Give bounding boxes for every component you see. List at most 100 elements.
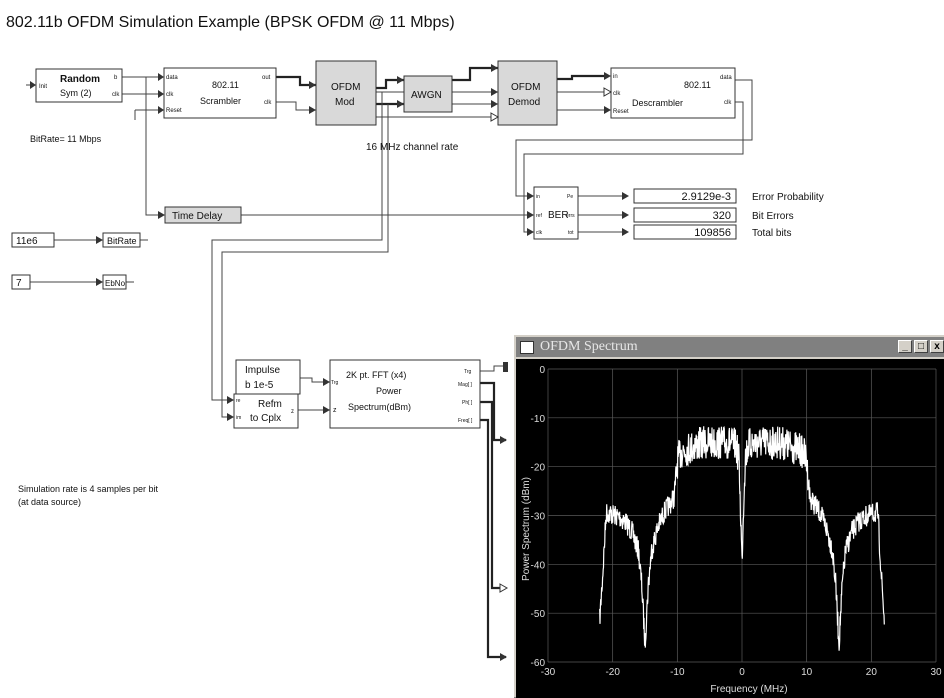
ofdm-demod-block[interactable]: OFDM Demod <box>490 60 558 126</box>
awgn-block[interactable]: AWGN <box>397 75 453 113</box>
ofdm-mod-block[interactable]: OFDM Mod <box>309 60 377 126</box>
port-label: Freq[ ] <box>458 418 473 424</box>
bit-errors-label: Bit Errors <box>752 211 794 222</box>
port-label: Init <box>39 84 47 90</box>
wire <box>523 101 744 233</box>
ebno-constant-value: 7 <box>16 278 22 289</box>
block-label: 802.11 <box>212 80 239 90</box>
block-label: Refm <box>258 399 282 410</box>
block-label: 2K pt. FFT (x4) <box>346 370 406 380</box>
bus-wire <box>376 78 404 90</box>
port-label: Trg <box>464 369 472 375</box>
block-label: OFDM <box>331 82 360 93</box>
block-label: Descrambler <box>632 98 683 108</box>
wire <box>211 92 383 401</box>
impulse-block[interactable]: Impulse b 1e-5 <box>235 359 301 395</box>
x-tick-label: 20 <box>866 667 878 678</box>
plot-background <box>516 359 944 698</box>
total-bits-display: 109856 Total bits <box>622 224 791 240</box>
block-label: Impulse <box>245 365 280 376</box>
window-title: OFDM Spectrum <box>540 339 638 354</box>
y-axis-label: Power Spectrum (dBm) <box>521 477 532 581</box>
wire <box>221 104 389 418</box>
block-label: Random <box>60 74 100 85</box>
bus-wire <box>276 75 316 87</box>
ber-block[interactable]: in ref clk BER Pe errs tot <box>527 186 579 240</box>
error-probability-value: 2.9129e-3 <box>681 191 731 203</box>
ebno-variable-label: EbNo <box>105 279 126 288</box>
minimize-button[interactable]: _ <box>898 340 912 353</box>
spectrum-plot: -30 -20 -10 0 10 20 30 0 -10 -20 -30 -40 -50 -60 Freq… <box>516 359 944 698</box>
port-label: z <box>291 409 294 415</box>
bitrate-variable[interactable]: BitRate <box>96 232 141 248</box>
y-tick-label: -10 <box>531 414 546 425</box>
maximize-button[interactable]: □ <box>914 340 928 353</box>
ebno-constant[interactable]: 7 <box>11 274 31 290</box>
window-titlebar[interactable]: OFDM Spectrum _ □ x <box>516 337 944 357</box>
y-tick-label: -20 <box>531 463 546 474</box>
x-tick-label: 10 <box>801 667 813 678</box>
block-label: Time Delay <box>172 211 222 222</box>
bitrate-constant[interactable]: 11e6 <box>11 232 55 248</box>
wire <box>515 79 753 197</box>
port-label: Ph[ ] <box>462 400 473 406</box>
port-label: im <box>236 415 241 421</box>
x-tick-label: 30 <box>930 667 942 678</box>
scrambler-block[interactable]: data clk Reset 802.11 Scrambler out clk <box>158 67 277 119</box>
port-label: tot <box>568 230 574 236</box>
channel-rate-label: 16 MHz channel rate <box>366 142 459 153</box>
bus-wire <box>478 400 506 590</box>
refm-to-cplx-block[interactable]: re im Refm to Cplx z <box>227 393 299 429</box>
block-label: Mod <box>335 97 354 108</box>
port-arrow <box>499 583 509 593</box>
close-button[interactable]: x <box>930 340 944 353</box>
port-label: Mag[ ] <box>458 382 473 388</box>
block-label: b 1e-5 <box>245 380 274 391</box>
x-axis-label: Frequency (MHz) <box>710 684 787 695</box>
port-label: clk <box>112 92 120 98</box>
wire <box>300 377 330 383</box>
port-label: clk <box>264 100 272 106</box>
x-tick-label: 0 <box>739 667 745 678</box>
port-label: in <box>536 194 540 200</box>
bitrate-note: BitRate= 11 Mbps <box>30 134 102 144</box>
port-label: in <box>613 74 618 80</box>
port-arrow <box>500 653 507 661</box>
y-tick-label: -30 <box>531 512 546 523</box>
wire <box>480 365 504 372</box>
random-sym-block[interactable]: Init Random Sym (2) b clk <box>30 68 123 103</box>
wire <box>145 77 158 216</box>
block-label: Power <box>376 386 402 396</box>
descrambler-block[interactable]: in clk Reset 802.11 Descrambler data clk <box>603 67 736 119</box>
port-label: out <box>262 75 271 81</box>
port-label: Reset <box>166 108 182 114</box>
total-bits-value: 109856 <box>694 227 731 239</box>
port-label: errs <box>566 213 575 219</box>
spectrum-series-line <box>599 425 885 651</box>
block-label: BER <box>548 210 569 221</box>
x-tick-label: -20 <box>605 667 620 678</box>
error-probability-display: 2.9129e-3 Error Probability <box>622 188 824 204</box>
port-arrow <box>500 436 507 444</box>
block-label: Demod <box>508 97 540 108</box>
port-label: clk <box>613 91 621 97</box>
simulation-rate-note-2: (at data source) <box>18 497 81 507</box>
bitrate-variable-label: BitRate <box>107 236 137 246</box>
port-label: Reset <box>613 109 629 115</box>
block-label: Sym (2) <box>60 88 92 98</box>
ofdm-spectrum-window[interactable]: OFDM Spectrum _ □ x -30 -20 -10 0 10 20 30 0 -10… <box>513 334 944 698</box>
block-label: OFDM <box>511 82 540 93</box>
ebno-variable[interactable]: EbNo <box>96 274 127 290</box>
fft-power-spectrum-block[interactable]: Trg z 2K pt. FFT (x4) Power Spectrum(dBm… <box>323 359 481 429</box>
port-label: data <box>720 75 732 81</box>
time-delay-block[interactable]: Time Delay <box>158 206 242 224</box>
wire <box>276 101 316 111</box>
port-label: data <box>166 75 178 81</box>
port-label: b <box>114 75 118 81</box>
block-label: to Cplx <box>250 413 281 424</box>
port-label: clk <box>724 100 732 106</box>
bit-errors-value: 320 <box>713 210 731 222</box>
x-tick-label: -30 <box>541 667 556 678</box>
x-tick-label: -10 <box>670 667 685 678</box>
page-title: 802.11b OFDM Simulation Example (BPSK OF… <box>6 14 455 31</box>
